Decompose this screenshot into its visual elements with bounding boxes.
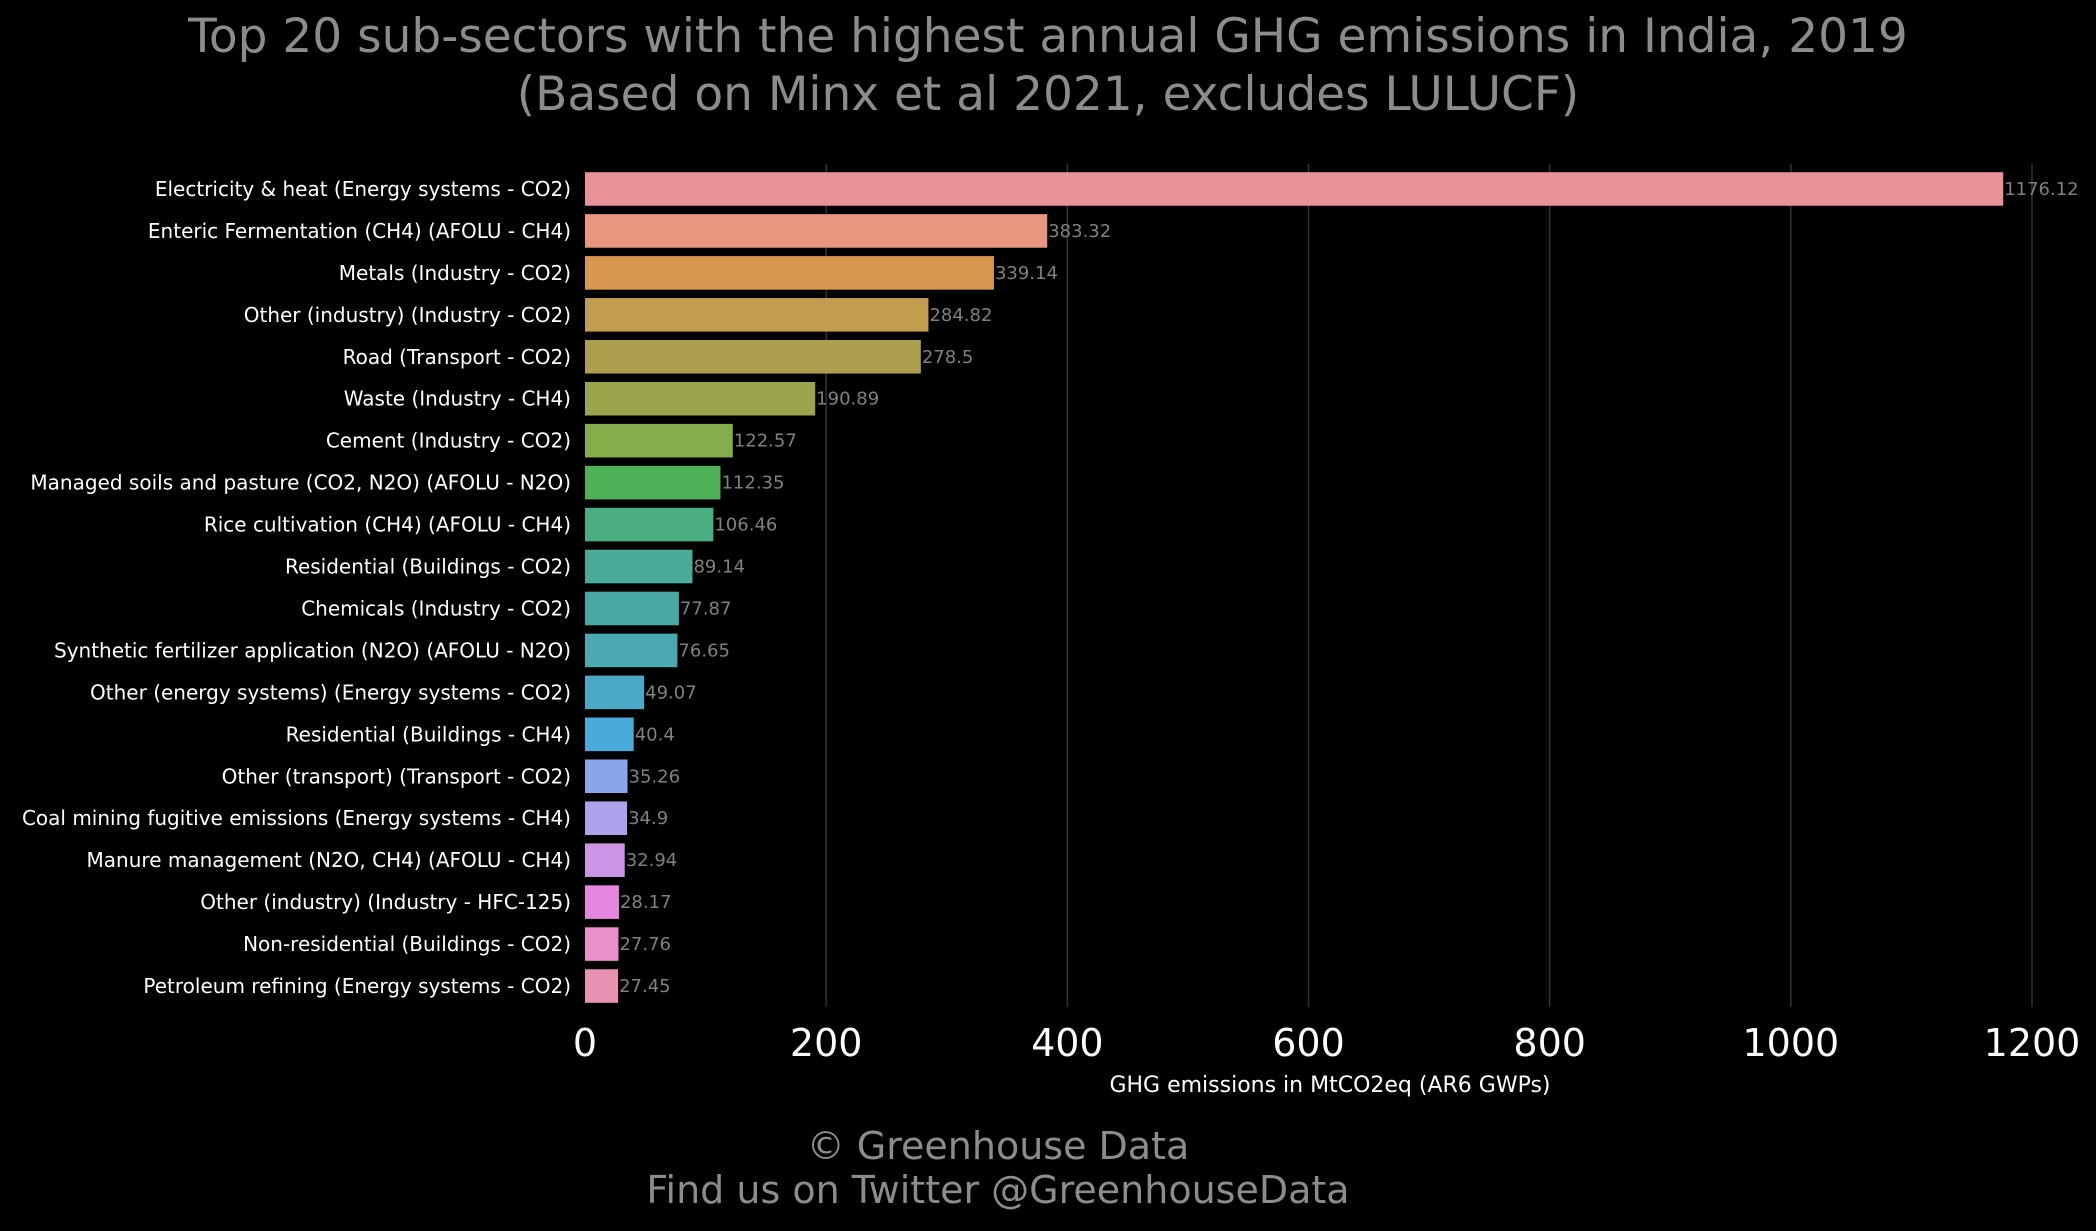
bar — [585, 256, 994, 290]
value-label: 284.82 — [929, 305, 992, 326]
x-tick-label: 400 — [1031, 1021, 1104, 1065]
value-label: 278.5 — [922, 347, 974, 368]
bar — [585, 423, 733, 458]
value-label: 89.14 — [693, 557, 745, 578]
footer: © Greenhouse Data Find us on Twitter @Gr… — [0, 1124, 1996, 1212]
bar — [585, 885, 619, 919]
x-tick-label: 1200 — [1984, 1021, 2081, 1065]
x-tick-label: 800 — [1513, 1021, 1586, 1065]
category-label: Residential (Buildings - CH4) — [286, 722, 571, 746]
copyright-text: © Greenhouse Data — [806, 1124, 1190, 1168]
bar — [585, 591, 679, 626]
category-label: Residential (Buildings - CO2) — [285, 555, 571, 579]
chart-subtitle: (Based on Minx et al 2021, excludes LULU… — [516, 67, 1580, 122]
value-label: 28.17 — [620, 892, 672, 913]
value-label: 383.32 — [1048, 221, 1111, 242]
bar — [585, 549, 693, 584]
bar — [585, 843, 625, 877]
bar — [585, 927, 619, 961]
value-label: 122.57 — [734, 431, 797, 452]
category-label: Managed soils and pasture (CO2, N2O) (AF… — [30, 471, 571, 495]
value-label: 40.4 — [635, 724, 675, 745]
x-axis-label: GHG emissions in MtCO2eq (AR6 GWPs) — [1109, 1073, 1550, 1098]
value-label: 34.9 — [628, 808, 668, 829]
category-label: Road (Transport - CO2) — [343, 345, 571, 369]
bar — [585, 759, 628, 794]
x-tick-label: 1000 — [1742, 1021, 1839, 1065]
category-labels: Electricity & heat (Energy systems - CO2… — [22, 177, 571, 998]
bar — [585, 633, 678, 668]
bar — [585, 214, 1048, 248]
category-label: Rice cultivation (CH4) (AFOLU - CH4) — [204, 513, 571, 537]
value-label: 27.76 — [619, 934, 671, 955]
bar-chart: Electricity & heat (Energy systems - CO2… — [22, 164, 2080, 1098]
category-label: Petroleum refining (Energy systems - CO2… — [143, 974, 571, 998]
bar — [585, 465, 721, 500]
value-label: 77.87 — [680, 598, 732, 619]
bar — [585, 339, 921, 374]
bars — [585, 172, 2004, 1003]
category-label: Electricity & heat (Energy systems - CO2… — [155, 177, 571, 201]
value-label: 49.07 — [645, 682, 697, 703]
bar — [585, 969, 619, 1003]
chart-title-block: Top 20 sub-sectors with the highest annu… — [0, 8, 2096, 124]
category-label: Coal mining fugitive emissions (Energy s… — [22, 806, 571, 830]
category-label: Other (energy systems) (Energy systems -… — [90, 680, 571, 704]
bar — [585, 381, 816, 416]
bar — [585, 172, 2004, 206]
x-tick-label: 0 — [573, 1021, 597, 1065]
bar — [585, 298, 929, 332]
value-label: 32.94 — [626, 850, 678, 871]
value-label: 112.35 — [721, 473, 784, 494]
category-label: Non-residential (Buildings - CO2) — [243, 932, 571, 956]
category-label: Waste (Industry - CH4) — [344, 387, 571, 411]
twitter-handle-text: Find us on Twitter @GreenhouseData — [646, 1168, 1350, 1212]
category-label: Enteric Fermentation (CH4) (AFOLU - CH4) — [148, 219, 571, 243]
value-label: 76.65 — [678, 640, 730, 661]
bar — [585, 507, 714, 542]
gridlines — [825, 164, 2033, 1007]
bar — [585, 675, 645, 710]
category-label: Manure management (N2O, CH4) (AFOLU - CH… — [87, 848, 571, 872]
category-label: Chemicals (Industry - CO2) — [301, 596, 571, 620]
value-label: 1176.12 — [2004, 179, 2078, 200]
value-label: 106.46 — [714, 515, 777, 536]
category-label: Metals (Industry - CO2) — [339, 261, 571, 285]
value-label: 35.26 — [629, 766, 681, 787]
category-label: Other (industry) (Industry - CO2) — [244, 303, 571, 327]
value-label: 190.89 — [816, 389, 879, 410]
category-label: Cement (Industry - CO2) — [326, 429, 571, 453]
bar — [585, 801, 628, 836]
chart-title: Top 20 sub-sectors with the highest annu… — [188, 9, 1908, 64]
x-tick-label: 600 — [1272, 1021, 1345, 1065]
category-label: Other (industry) (Industry - HFC-125) — [200, 890, 571, 914]
value-label: 27.45 — [619, 976, 671, 997]
x-tick-label: 200 — [790, 1021, 863, 1065]
category-label: Synthetic fertilizer application (N2O) (… — [54, 638, 571, 662]
bar — [585, 717, 634, 752]
x-tick-labels: 0 200 400 600 800 1000 1200 — [573, 1021, 2080, 1065]
category-label: Other (transport) (Transport - CO2) — [222, 764, 571, 788]
value-label: 339.14 — [995, 263, 1058, 284]
